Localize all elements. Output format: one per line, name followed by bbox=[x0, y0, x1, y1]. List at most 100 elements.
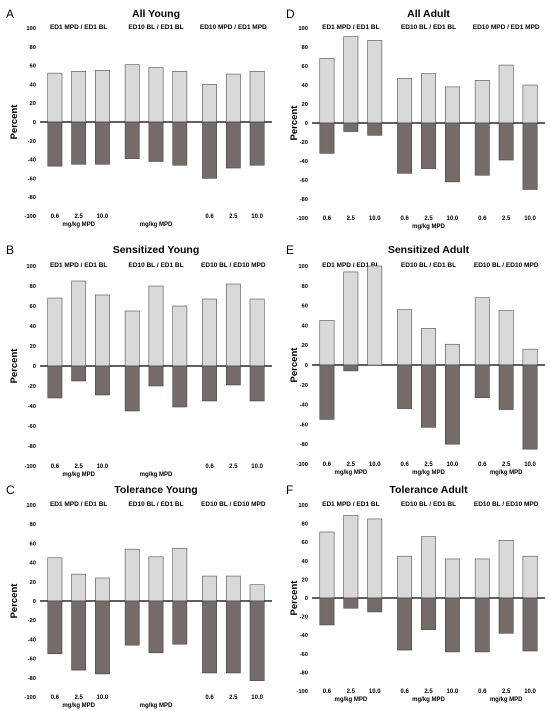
bar-negative bbox=[249, 121, 265, 166]
panel-letter: C bbox=[6, 483, 15, 497]
x-tick-label: 0.6 bbox=[205, 464, 214, 470]
bar-negative bbox=[148, 600, 164, 654]
bar-negative bbox=[202, 365, 217, 402]
group-label: ED10 BL / ED1 BL bbox=[401, 501, 456, 508]
bar-positive bbox=[498, 540, 514, 599]
bar-negative bbox=[367, 122, 383, 136]
x-tick-label: 0.6 bbox=[323, 216, 332, 222]
x-tick-label: 0.6 bbox=[400, 462, 409, 468]
bar-positive bbox=[444, 558, 460, 599]
group-label: ED10 BL / ED10 MPD bbox=[474, 501, 539, 508]
x-tick-label: 10.0 bbox=[447, 462, 459, 468]
y-tick-label: 80 bbox=[30, 284, 36, 290]
bar-positive bbox=[124, 64, 140, 123]
x-tick-label: 2.5 bbox=[424, 689, 433, 695]
chart-panel-b: B Sensitized Young Percent -100 -80 -60 -40 -20… bbox=[6, 243, 272, 478]
x-tick-label: 0.6 bbox=[400, 689, 409, 695]
panel-title: All Adult bbox=[407, 8, 450, 20]
x-tick-label: 2.5 bbox=[74, 464, 83, 470]
x-axis-label: mg/kg MPD bbox=[62, 472, 95, 478]
bar-negative bbox=[319, 122, 335, 154]
bar-negative bbox=[172, 121, 188, 166]
x-tick-label: 10.0 bbox=[97, 214, 109, 220]
group-label: ED1 MPD / ED1 BL bbox=[322, 501, 379, 508]
group-label: ED10 BL / ED1 BL bbox=[401, 262, 456, 269]
x-tick-label: 10.0 bbox=[447, 689, 459, 695]
x-axis-label: mg/kg MPD bbox=[412, 224, 445, 230]
x-tick-label: 0.6 bbox=[323, 689, 332, 695]
bar-positive bbox=[474, 558, 490, 599]
y-tick-label: 40 bbox=[30, 561, 36, 567]
bar-positive bbox=[367, 518, 383, 599]
y-tick-label: 20 bbox=[302, 343, 308, 349]
bar-positive bbox=[71, 573, 87, 602]
y-tick-label: -20 bbox=[28, 384, 36, 390]
group-label: ED1 MPD / ED1 BL bbox=[50, 24, 107, 31]
bar-positive bbox=[498, 310, 514, 366]
group-label: ED10 BL / ED1 BL bbox=[128, 24, 183, 31]
y-tick-label: 100 bbox=[26, 503, 36, 509]
x-axis-label: mg/kg MPD bbox=[412, 697, 445, 703]
y-tick-label: 0 bbox=[33, 364, 36, 370]
bar-negative bbox=[124, 365, 140, 412]
bar-negative bbox=[95, 600, 110, 675]
bar-positive bbox=[444, 86, 460, 124]
y-tick-label: -40 bbox=[28, 158, 36, 164]
y-tick-label: -80 bbox=[300, 670, 308, 676]
x-tick-label: 10.0 bbox=[251, 214, 263, 220]
y-axis-label: Percent bbox=[9, 348, 20, 384]
bar-positive bbox=[71, 280, 87, 367]
bar-positive bbox=[343, 36, 359, 124]
y-tick-label: -20 bbox=[28, 618, 36, 624]
bar-negative bbox=[249, 365, 265, 402]
bar-positive bbox=[124, 310, 140, 367]
bar-positive bbox=[172, 305, 188, 367]
x-tick-label: 2.5 bbox=[502, 462, 511, 468]
x-tick-label: 0.6 bbox=[478, 462, 487, 468]
y-axis-label: Percent bbox=[9, 104, 20, 140]
chart-panel-e: E Sensitized Adult Percent -100 -80 -60 -40 -20… bbox=[286, 243, 545, 476]
y-tick-label: 100 bbox=[298, 26, 308, 32]
x-tick-label: 2.5 bbox=[502, 689, 511, 695]
bar-positive bbox=[421, 328, 436, 366]
y-tick-label: -100 bbox=[24, 214, 36, 220]
chart-panel-a: A All Young Percent -100 -80 -60 -40 -20 0 20 40 60… bbox=[6, 7, 272, 228]
y-axis-label: Percent bbox=[9, 583, 20, 619]
panel-title: Sensitized Adult bbox=[388, 244, 470, 256]
bar-positive bbox=[225, 73, 241, 123]
y-tick-label: 20 bbox=[30, 580, 36, 586]
x-tick-label: 10.0 bbox=[251, 695, 263, 701]
y-tick-label: 60 bbox=[30, 541, 36, 547]
bar-negative bbox=[498, 364, 514, 410]
y-tick-label: -60 bbox=[300, 178, 308, 184]
x-tick-label: 10.0 bbox=[251, 464, 263, 470]
bar-negative bbox=[95, 121, 110, 165]
y-tick-label: 60 bbox=[302, 304, 308, 310]
y-tick-label: -100 bbox=[296, 462, 308, 468]
x-tick-label: 2.5 bbox=[424, 462, 433, 468]
bar-positive bbox=[225, 575, 241, 602]
x-tick-label: 10.0 bbox=[369, 462, 381, 468]
x-tick-label: 10.0 bbox=[524, 216, 536, 222]
group-label: ED1 MPD / ED1 BL bbox=[50, 501, 107, 508]
bar-negative bbox=[319, 597, 335, 626]
y-tick-label: -20 bbox=[300, 140, 308, 146]
group-label: ED10 BL / ED10 MPD bbox=[474, 262, 539, 269]
panel-title: Tolerance Adult bbox=[389, 484, 468, 496]
y-axis-label: Percent bbox=[289, 105, 300, 141]
bar-negative bbox=[444, 364, 460, 445]
y-tick-label: 80 bbox=[30, 45, 36, 51]
bar-negative bbox=[95, 365, 110, 396]
x-tick-label: 2.5 bbox=[424, 216, 433, 222]
bar-positive bbox=[319, 531, 335, 599]
bar-negative bbox=[319, 364, 335, 420]
y-tick-label: 60 bbox=[302, 64, 308, 70]
x-tick-label: 2.5 bbox=[347, 216, 356, 222]
bar-positive bbox=[522, 348, 538, 366]
panel-title: Tolerance Young bbox=[114, 484, 197, 496]
bar-negative bbox=[367, 597, 383, 613]
bar-negative bbox=[225, 365, 241, 386]
chart-panel-f: F Tolerance Adult Percent -100 -80 -60 -40 -20 0… bbox=[286, 483, 545, 703]
y-tick-label: 40 bbox=[302, 323, 308, 329]
